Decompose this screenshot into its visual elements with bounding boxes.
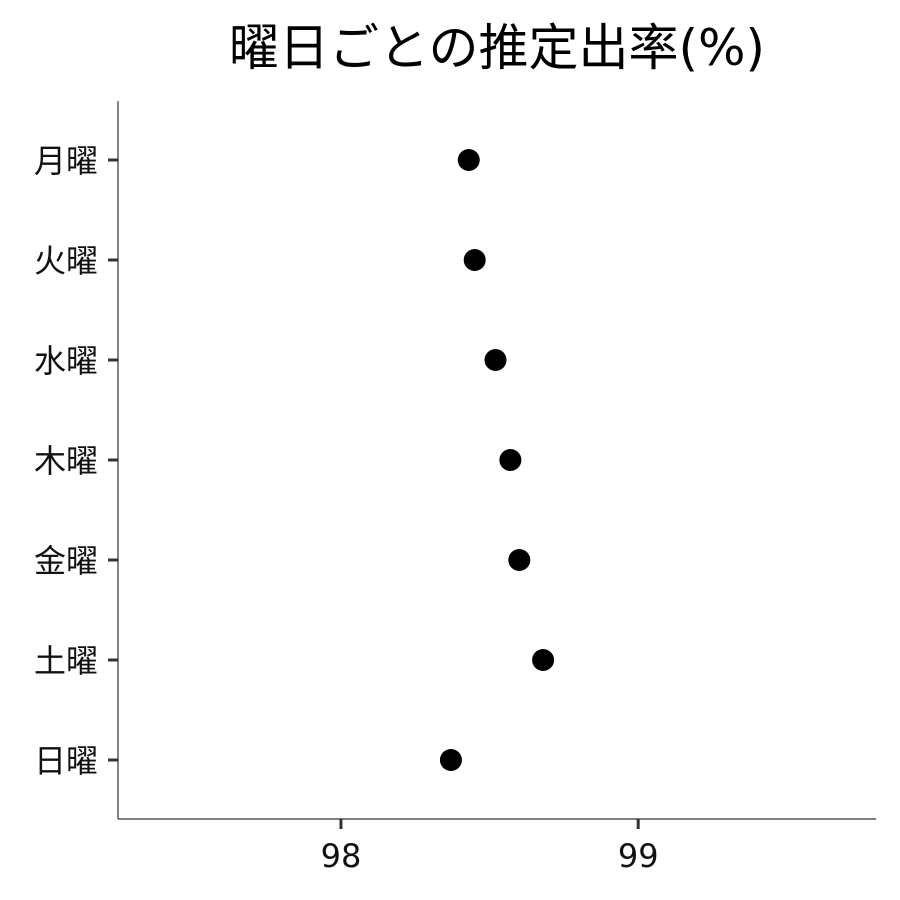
data-point <box>463 249 486 271</box>
y-tick-label: 月曜 <box>34 142 98 180</box>
y-tick-label: 金曜 <box>34 542 98 580</box>
y-tick-label: 日曜 <box>34 742 98 780</box>
data-point <box>508 549 531 571</box>
data-point <box>532 649 555 671</box>
y-tick-label: 水曜 <box>34 342 98 380</box>
data-point <box>457 149 480 171</box>
y-tick-label: 土曜 <box>34 642 98 680</box>
y-tick-label: 火曜 <box>34 242 98 280</box>
chart-title: 曜日ごとの推定出率(%) <box>229 19 765 77</box>
x-tick-label: 99 <box>618 837 659 875</box>
data-point <box>499 449 522 471</box>
x-tick-label: 98 <box>321 837 362 875</box>
data-points <box>439 149 555 771</box>
y-tick-label: 木曜 <box>34 442 98 480</box>
data-point <box>439 749 462 771</box>
x-axis: 98 99 <box>321 819 659 875</box>
data-point <box>484 349 507 371</box>
